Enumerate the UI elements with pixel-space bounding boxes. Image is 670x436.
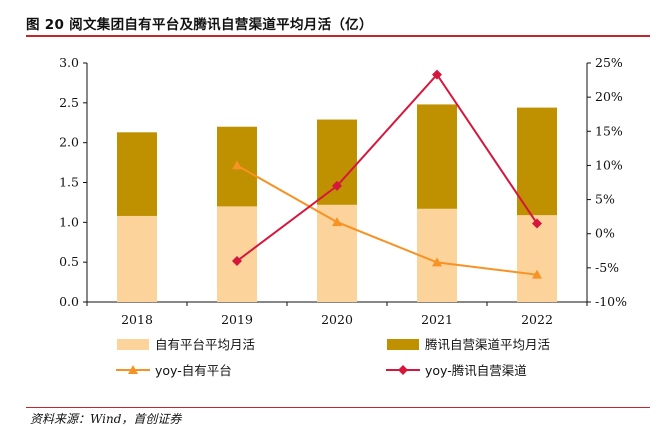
y-right-tick-label: 20% [595,89,623,104]
legend-marker-yoy-tencent [398,365,408,375]
y-right-tick-label: 0% [595,226,615,241]
yoy-tencent-point [332,180,342,191]
y-left-tick-label: 2.5 [59,95,79,110]
yoy-own-line [236,164,538,276]
y-right-tick-label: 15% [595,123,623,138]
chart-title: 图 20 阅文集团自有平台及腾讯自营渠道平均月活（亿） [26,17,373,33]
y-right-tick-label: -10% [595,294,627,309]
y-left-tick-label: 0.0 [59,294,79,309]
x-tick-label: 2018 [121,312,153,327]
y-right-tick-label: -5% [595,260,619,275]
yoy-tencent-line [236,72,538,262]
yoy-own-point [532,269,542,279]
legend-label-yoy-own: yoy-自有平台 [155,363,232,378]
yoy-own-point [232,160,242,170]
bar-own [517,215,557,302]
y-left-tick-label: 1.0 [59,214,79,229]
yoy-tencent-point [532,218,542,229]
bar-own [217,206,257,302]
bar-tencent [317,119,357,205]
source-note: 资料来源：Wind，首创证券 [30,412,182,426]
legend-marker-yoy-own [128,365,138,374]
source-rule [26,407,650,408]
bar-own [417,208,457,302]
legend-label-tencent: 腾讯自营渠道平均月活 [425,337,550,352]
yoy-tencent-point [232,256,242,267]
x-tick-label: 2022 [521,312,553,327]
bar-tencent [417,104,457,209]
legend-swatch-tencent [387,339,419,350]
title-rule [26,35,650,37]
yoy-own-point [332,217,342,227]
y-right-tick-label: 25% [595,55,623,70]
x-tick-label: 2021 [421,312,453,327]
bar-own [117,215,157,302]
y-right-tick-label: 10% [595,157,623,172]
legend: 自有平台平均月活 腾讯自营渠道平均月活 yoy-自有平台 yoy-腾讯自营渠道 [116,337,550,378]
y-left-tick-label: 3.0 [59,55,79,70]
yoy-own-point [432,257,442,267]
y-right-tick-label: 5% [595,192,615,207]
bar-tencent [117,132,157,216]
x-tick-label: 2019 [221,312,253,327]
x-tick-label: 2020 [321,312,353,327]
yoy-tencent-point [432,69,442,80]
legend-label-own: 自有平台平均月活 [155,337,255,352]
bar-tencent [517,107,557,216]
y-left-tick-label: 1.5 [59,175,79,190]
y-left-tick-label: 0.5 [59,254,79,269]
y-left-tick-label: 2.0 [59,135,79,150]
legend-swatch-own [117,339,149,350]
legend-label-yoy-tencent: yoy-腾讯自营渠道 [425,363,527,378]
